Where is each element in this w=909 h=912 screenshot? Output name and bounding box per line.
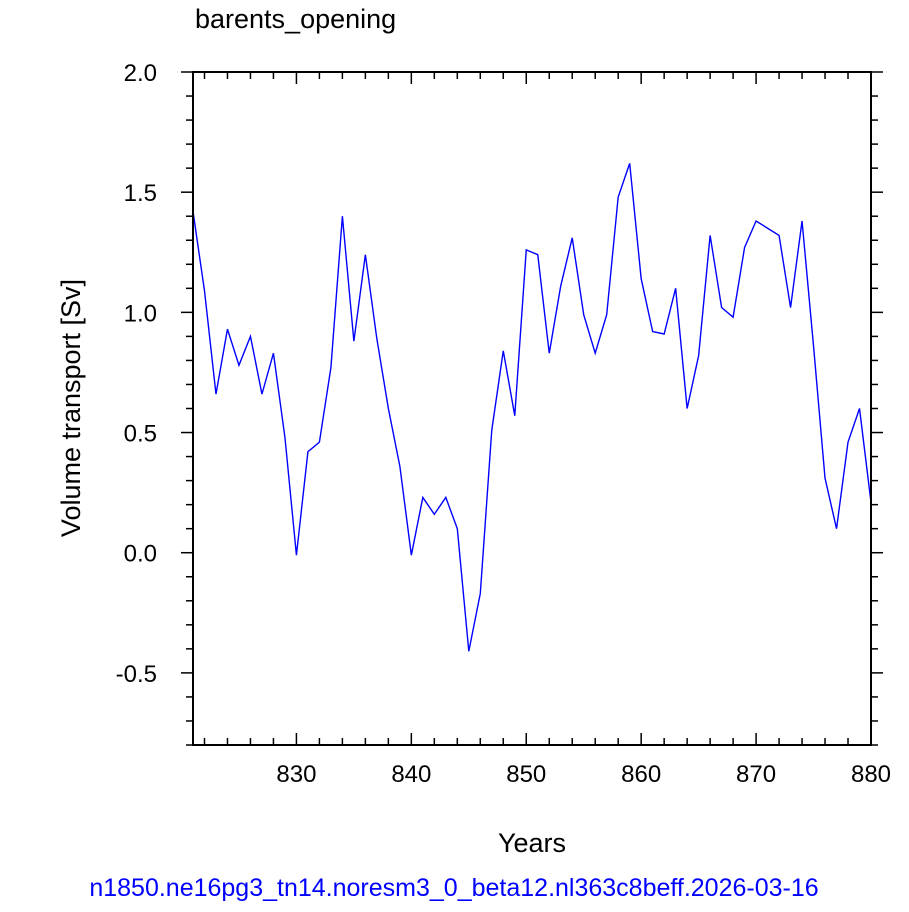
y-tick-label: 1.5: [124, 180, 157, 207]
x-tick-label: 870: [736, 761, 776, 788]
series-layer: [192, 163, 872, 652]
x-axis-ticks: [203, 72, 872, 745]
series-line-0: [192, 163, 872, 652]
y-axis-ticks: [181, 71, 883, 746]
x-tick-label: 860: [621, 761, 661, 788]
x-axis-label: Years: [498, 828, 566, 858]
plot-frame: [192, 71, 872, 746]
chart-title: barents_opening: [195, 4, 396, 34]
y-tick-label: -0.5: [116, 661, 157, 688]
run-id-caption: n1850.ne16pg3_tn14.noresm3_0_beta12.nl36…: [89, 874, 818, 902]
y-tick-label: 0.0: [124, 541, 157, 568]
x-tick-label: 880: [851, 761, 891, 788]
x-axis-tick-labels: 830 840 850 860 870 880: [276, 761, 891, 788]
x-tick-label: 850: [506, 761, 546, 788]
x-tick-label: 830: [276, 761, 316, 788]
y-axis-label: Volume transport [Sv]: [56, 279, 86, 537]
x-tick-label: 840: [391, 761, 431, 788]
y-axis-tick-labels: -0.5 0.0 0.5 1.0 1.5 2.0: [116, 60, 157, 688]
y-tick-label: 1.0: [124, 300, 157, 327]
y-tick-label: 2.0: [124, 60, 157, 87]
y-tick-label: 0.5: [124, 421, 157, 448]
